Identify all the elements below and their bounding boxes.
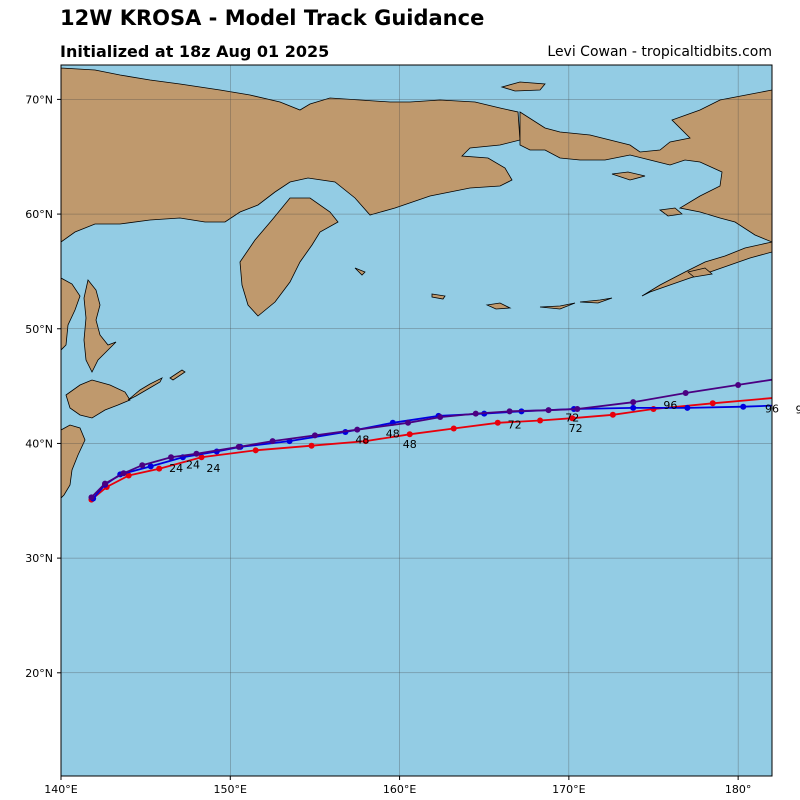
navgem-track-point: [506, 408, 513, 415]
navgem-track-point: [102, 480, 109, 487]
gfs-track-point: [362, 438, 369, 445]
land-aleutians-1: [431, 293, 446, 300]
gfs-track-point: [252, 447, 259, 454]
gfs-hour-label: 96: [795, 404, 800, 417]
credit-text: Levi Cowan - tropicaltidbits.com: [547, 44, 772, 60]
ecmwf-track-point: [630, 404, 637, 411]
land-kamchatka: [239, 197, 339, 317]
land-st-lawrence: [500, 81, 546, 92]
navgem-track-point: [235, 443, 242, 450]
land-kurils: [127, 377, 163, 401]
chart-subtitle: Initialized at 18z Aug 01 2025: [60, 42, 330, 61]
land-kurils-north: [169, 369, 186, 381]
y-tick-label: 60°N: [25, 208, 53, 221]
gfs-track-point: [537, 417, 544, 424]
gfs-hour-label: 48: [403, 438, 417, 451]
navgem-track-point: [437, 414, 444, 421]
gfs-track-point: [569, 415, 576, 422]
chart-title: 12W KROSA - Model Track Guidance: [60, 6, 485, 30]
gfs-hour-label: 24: [169, 462, 183, 475]
land-island-ne: [687, 267, 713, 278]
ecmwf-hour-label: 72: [565, 412, 579, 425]
gfs-track-point: [450, 425, 457, 432]
navgem-track-point: [794, 373, 800, 379]
land-masses: [61, 65, 772, 499]
navgem-track-point: [311, 432, 318, 439]
land-asia-mainland: [61, 277, 81, 351]
x-tick-label: 180°: [725, 783, 752, 796]
gfs-track-point: [774, 395, 780, 401]
land-aleutians-2: [485, 302, 512, 310]
plot-frame: [60, 64, 773, 777]
navgem-track-point: [735, 381, 742, 388]
navgem-track-point: [88, 494, 95, 501]
y-tick-label: 30°N: [25, 552, 53, 565]
ecmwf-hour-label: 96: [765, 402, 779, 415]
axis-ticks: 140°E150°E160°E170°E180°170°W160°W20°N30…: [25, 93, 752, 796]
navgem-track-point: [682, 389, 689, 396]
gfs-track-point: [650, 406, 657, 413]
land-hokkaido: [65, 379, 131, 419]
navgem-track-point: [472, 410, 479, 417]
gfs-track-point: [494, 419, 501, 426]
gfs-track-point: [308, 442, 315, 449]
land-alaska: [519, 89, 772, 243]
navgem-track-point: [630, 399, 637, 406]
navgem-track-point: [545, 407, 552, 414]
land-alaska-peninsula: [641, 241, 772, 297]
gfs-hour-label: 72: [569, 422, 583, 435]
model-tracks: [88, 373, 800, 503]
land-siberia: [61, 65, 521, 243]
navgem-track-point: [269, 438, 276, 445]
land-nunivak: [611, 171, 646, 181]
y-tick-label: 70°N: [25, 93, 53, 106]
land-sakhalin: [83, 279, 117, 373]
y-tick-label: 20°N: [25, 667, 53, 680]
ecmwf-hour-label: 24: [206, 462, 220, 475]
ecmwf-track-point: [740, 403, 747, 410]
gfs-track-point: [609, 411, 616, 418]
land-aleutians-3: [539, 302, 576, 310]
gfs-track-point: [709, 400, 716, 407]
navgem-track-point: [168, 454, 175, 461]
navgem-hour-label: 96: [663, 399, 677, 412]
gfs-track-point: [198, 454, 205, 461]
track-labels: 24487296120GFS24487296120ECMWF2448729612…: [169, 399, 800, 475]
navgem-track-point: [405, 419, 412, 426]
x-tick-label: 150°E: [214, 783, 247, 796]
navgem-hour-label: 48: [386, 428, 400, 441]
ecmwf-hour-label: 48: [355, 433, 369, 446]
y-tick-label: 50°N: [25, 323, 53, 336]
ecmwf-track-point: [147, 463, 154, 470]
lat-lon-grid: [61, 65, 772, 776]
gfs-track-point: [406, 431, 413, 438]
gfs-track-point: [156, 465, 163, 472]
navgem-track-point: [193, 450, 200, 457]
gfs-track-point: [125, 472, 132, 479]
land-aleutians-west: [354, 267, 366, 276]
navgem-track-point: [120, 470, 127, 477]
x-tick-label: 140°E: [44, 783, 77, 796]
land-aleutians-4: [579, 297, 613, 304]
ecmwf-track-point: [684, 404, 691, 411]
navgem-track-point: [139, 462, 146, 469]
navgem-track-point: [574, 406, 581, 413]
y-tick-label: 40°N: [25, 437, 53, 450]
x-tick-label: 160°E: [383, 783, 416, 796]
navgem-hour-label: 24: [186, 459, 200, 472]
x-tick-label: 170°E: [552, 783, 585, 796]
navgem-track-point: [354, 426, 361, 433]
navgem-hour-label: 72: [508, 419, 522, 432]
